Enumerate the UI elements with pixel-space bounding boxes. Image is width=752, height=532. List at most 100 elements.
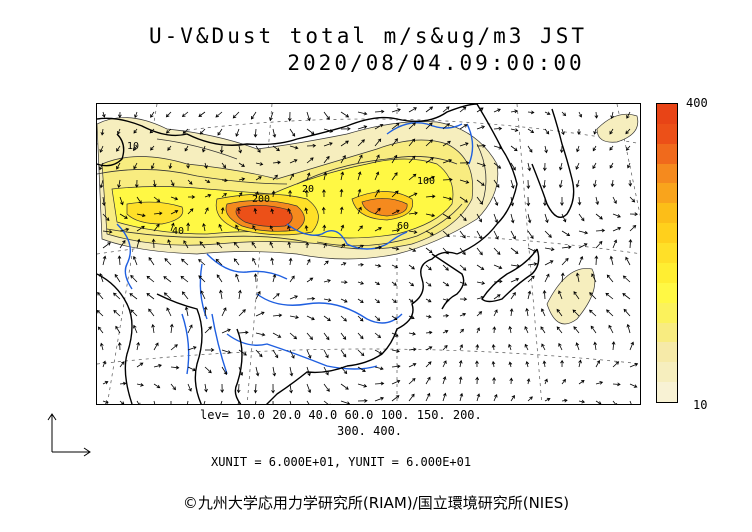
wind-vector [170,196,179,201]
colorbar-swatch [657,163,677,185]
wind-vector [425,330,433,335]
wind-vector [493,279,503,284]
wind-vector [136,213,146,218]
contour-label: 60 [397,221,409,232]
wind-vector [558,342,563,351]
wind-vector [408,377,416,385]
wind-vector [133,162,138,170]
wind-vector [323,171,328,181]
wind-vector [508,343,512,351]
wind-vector [184,145,189,152]
colorbar-swatch [657,382,677,402]
wind-vector [476,213,482,223]
wind-vector [99,272,104,283]
wind-vector [527,275,535,283]
wind-vector [150,111,155,118]
wind-vector [544,273,550,283]
wind-vector [340,332,347,340]
coastline [97,104,478,146]
wind-vector [323,260,329,266]
wind-vector [509,377,514,385]
wind-vector [391,228,401,233]
wind-vector [629,224,637,232]
wind-vector [374,227,382,232]
wind-vector [510,247,519,254]
wind-vector [612,239,618,249]
wind-vector [459,392,464,402]
wind-vector [270,257,274,266]
river [466,123,474,165]
wind-vector [408,192,418,198]
wind-vector [374,207,381,215]
wind-vector [559,162,563,171]
wind-vectors [97,106,639,404]
wind-vector [510,128,519,132]
wind-vector [510,213,515,224]
wind-vector [235,224,240,232]
colorbar-swatch [657,203,677,225]
wind-vector [164,258,172,266]
wind-vector [524,343,529,351]
wind-vector [153,400,157,404]
wind-vector [188,195,196,199]
wind-vector [237,400,240,404]
wind-vector [391,379,401,385]
wind-vector [306,157,314,164]
wind-vector [271,383,275,394]
wind-vector [136,362,144,368]
contour-line [97,169,288,185]
wind-vector [527,262,538,266]
wind-vector [561,378,566,385]
level-legend-line1: lev= 10.0 20.0 40.0 60.0 100. 150. 200. [200,408,482,422]
wind-vector [391,395,400,402]
wind-vector [442,106,450,113]
wind-vector [357,154,363,164]
wind-vector [288,257,293,266]
wind-vector [102,213,110,221]
wind-vector [493,162,502,169]
colorbar-swatch [657,282,677,305]
wind-vector [577,196,582,206]
contour-labels: 40 10 20 200 60 100 [127,141,435,237]
wind-vector [578,230,589,235]
wind-vector [573,291,580,300]
wind-vector [198,258,206,266]
wind-vector [187,346,197,351]
wind-vector [357,171,362,181]
wind-vector [323,400,331,404]
wind-vector [97,291,104,300]
colorbar-swatch [657,183,677,205]
wind-vector [560,272,565,283]
wind-vector [99,162,104,171]
contour-label: 10 [127,141,139,152]
wind-vector [289,332,298,340]
wind-vector [540,308,546,317]
wind-vector [408,138,416,147]
wind-vector [493,264,503,270]
wind-vector [340,111,350,118]
wind-vector [408,264,415,270]
wind-vector [610,179,615,188]
wind-vector [442,281,450,287]
wind-vector [117,179,121,189]
wind-vector [544,128,550,135]
wind-vector [408,122,416,130]
wind-vector [578,399,586,404]
wind-vector [216,241,223,249]
wind-vector [492,326,497,334]
wind-vector [306,366,311,377]
wind-vector [339,188,344,198]
wind-vector [357,262,364,267]
wind-vector [459,328,465,334]
wind-vector [408,331,416,336]
wind-vector [476,327,480,334]
wind-vector [198,275,206,283]
wind-vector [119,239,126,249]
wind-vector [251,241,257,249]
wind-vector [304,207,309,215]
wind-vector [101,196,106,206]
wind-vector [611,341,616,351]
wind-vector [181,258,189,266]
wind-vector [408,211,418,216]
wind-vector [493,108,501,113]
